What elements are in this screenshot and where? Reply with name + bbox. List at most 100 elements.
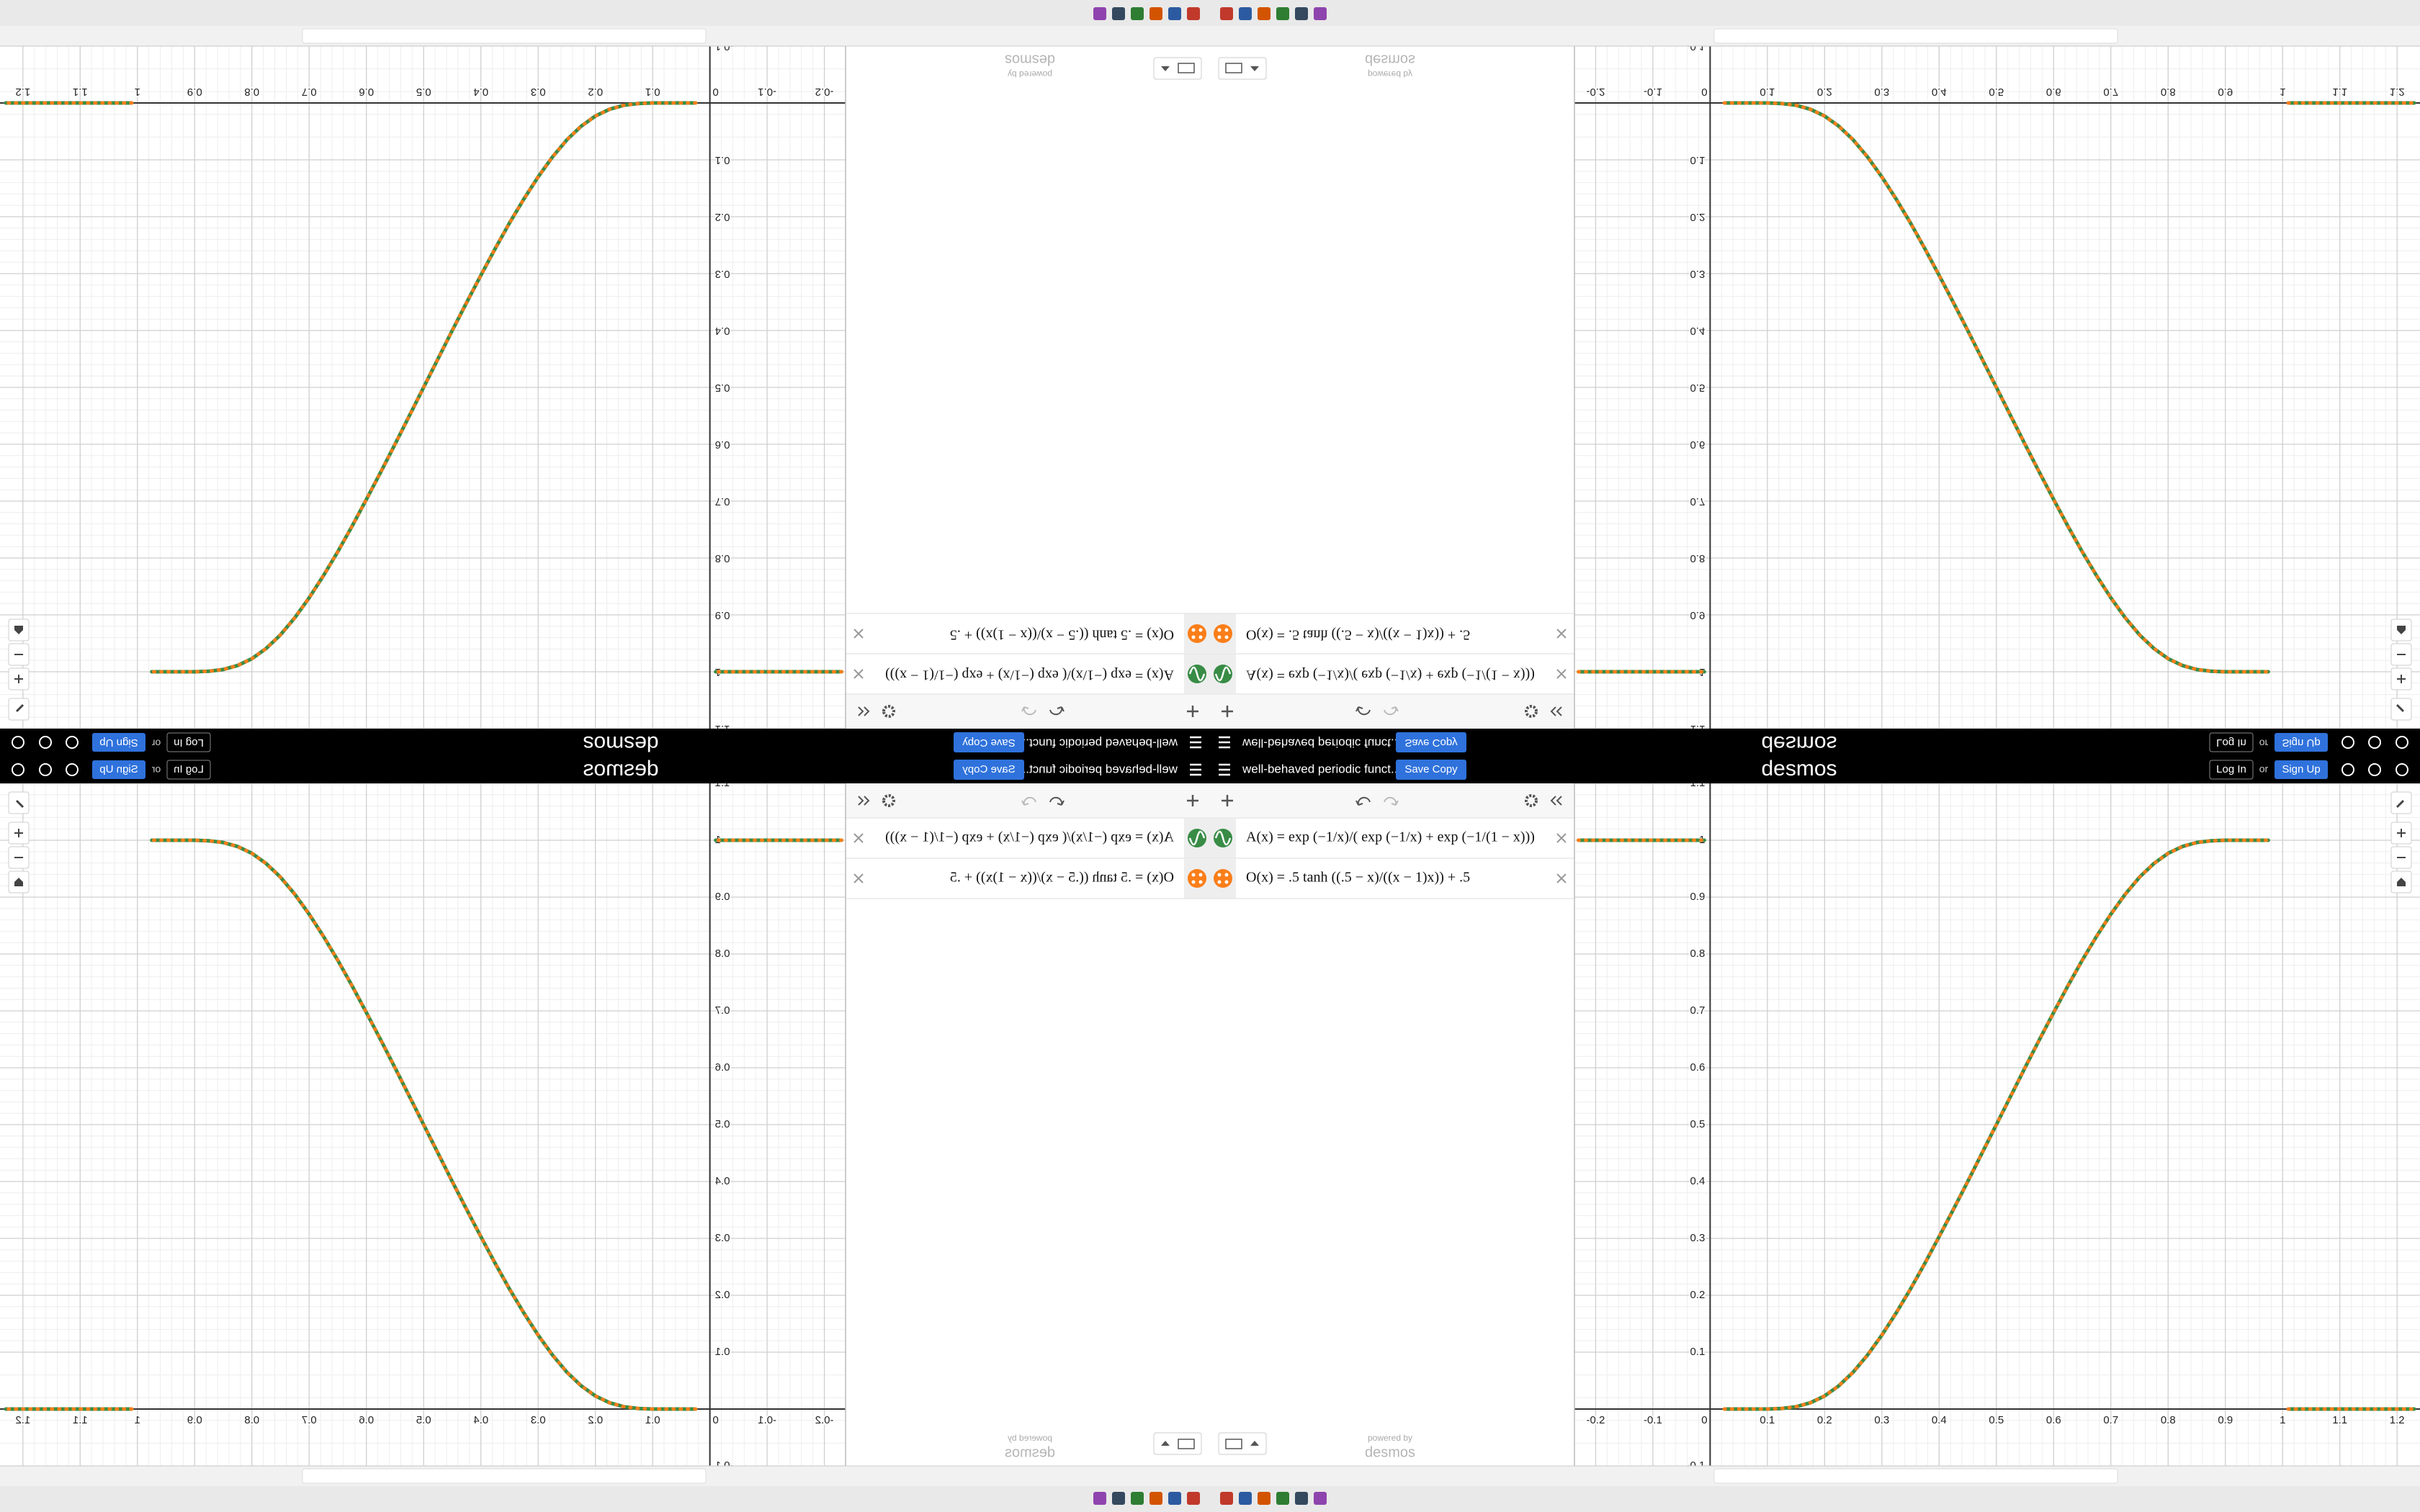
- taskbar-icon[interactable]: [1220, 7, 1233, 20]
- save-button[interactable]: Save Copy: [954, 732, 1024, 752]
- expression-row[interactable]: A(x) = exp (−1/x)/( exp (−1/x) + exp (−1…: [1210, 653, 1574, 694]
- taskbar-icon[interactable]: [1276, 1492, 1289, 1505]
- header-icon[interactable]: [2341, 736, 2354, 749]
- taskbar: [1210, 1486, 2420, 1512]
- graph-tool-button[interactable]: [2390, 667, 2412, 690]
- y-tick-label: 0.8: [1690, 552, 1706, 564]
- save-button[interactable]: Save Copy: [1396, 732, 1466, 752]
- header-icon[interactable]: [2341, 763, 2354, 776]
- header-icon[interactable]: [39, 763, 52, 776]
- taskbar-icon[interactable]: [1150, 1492, 1162, 1505]
- expression-row[interactable]: A(x) = exp (−1/x)/( exp (−1/x) + exp (−1…: [846, 818, 1210, 859]
- add-button[interactable]: [1222, 706, 1233, 717]
- taskbar-icon[interactable]: [1295, 1492, 1308, 1505]
- taskbar-icon[interactable]: [1295, 7, 1308, 20]
- taskbar-icon[interactable]: [1220, 1492, 1233, 1505]
- add-button[interactable]: [1187, 795, 1198, 806]
- taskbar-icon[interactable]: [1112, 7, 1125, 20]
- expression-row[interactable]: O(x) = .5 tanh ((.5 − x)/((x − 1)x)) + .…: [846, 858, 1210, 899]
- signup-button[interactable]: Sign Up: [2275, 760, 2328, 779]
- graph-tool-button[interactable]: [2390, 791, 2412, 814]
- taskbar-icon[interactable]: [1168, 1492, 1181, 1505]
- taskbar-icon[interactable]: [1239, 7, 1252, 20]
- taskbar: [0, 1486, 1210, 1512]
- add-button[interactable]: [1222, 795, 1233, 806]
- taskbar-icon[interactable]: [1258, 7, 1270, 20]
- signup-button[interactable]: Sign Up: [2275, 733, 2328, 752]
- y-tick-label: 0.3: [715, 268, 730, 280]
- taskbar-icon[interactable]: [1131, 7, 1144, 20]
- taskbar-icon[interactable]: [1168, 7, 1181, 20]
- graph-tool-button[interactable]: [8, 643, 30, 666]
- x-tick-label: -0.2: [1586, 86, 1605, 98]
- header-icon[interactable]: [2396, 763, 2408, 776]
- expression-row[interactable]: A(x) = exp (−1/x)/( exp (−1/x) + exp (−1…: [846, 653, 1210, 694]
- graph-tool-button[interactable]: [8, 791, 30, 814]
- taskbar-icon[interactable]: [1093, 7, 1106, 20]
- save-button[interactable]: Save Copy: [1396, 760, 1466, 780]
- graph-tool-button[interactable]: [8, 846, 30, 869]
- keyboard-button[interactable]: [1218, 1432, 1267, 1455]
- taskbar-icon[interactable]: [1112, 1492, 1125, 1505]
- taskbar-icon[interactable]: [1239, 1492, 1252, 1505]
- taskbar-icon[interactable]: [1187, 7, 1200, 20]
- expression-row[interactable]: A(x) = exp (−1/x)/( exp (−1/x) + exp (−1…: [1210, 818, 1574, 859]
- graph-tool-button[interactable]: [2390, 618, 2412, 642]
- login-button[interactable]: Log In: [2209, 760, 2254, 780]
- graph-tool-button[interactable]: [2390, 870, 2412, 894]
- x-tick-label: 0.1: [645, 86, 660, 98]
- taskbar-icon[interactable]: [1131, 1492, 1144, 1505]
- expression-row[interactable]: O(x) = .5 tanh ((.5 − x)/((x − 1)x)) + .…: [1210, 858, 1574, 899]
- icon: [1217, 880, 1222, 884]
- expression-row[interactable]: O(x) = .5 tanh ((.5 − x)/((x − 1)x)) + .…: [846, 613, 1210, 654]
- button-label: Sign Up: [2282, 763, 2320, 775]
- redo-button: [1384, 796, 1399, 806]
- menu-button[interactable]: [1219, 736, 1230, 749]
- taskbar-icon[interactable]: [1314, 7, 1327, 20]
- graph-tool-button[interactable]: [8, 870, 30, 894]
- expression-panel: A(x) = exp (−1/x)/( exp (−1/x) + exp (−1…: [845, 46, 1210, 729]
- graph-tool-button[interactable]: [8, 618, 30, 642]
- header-icon[interactable]: [66, 763, 79, 776]
- header-icon[interactable]: [2368, 763, 2381, 776]
- keyboard-button[interactable]: [1153, 57, 1202, 80]
- expression-text: A(x) = exp (−1/x)/( exp (−1/x) + exp (−1…: [885, 829, 1174, 845]
- taskbar-icon[interactable]: [1258, 1492, 1270, 1505]
- graph-tool-button[interactable]: [8, 667, 30, 690]
- graph-tool-button[interactable]: [2390, 822, 2412, 845]
- keyboard-button[interactable]: [1153, 1432, 1202, 1455]
- graph-tool-button[interactable]: [8, 698, 30, 721]
- save-button[interactable]: Save Copy: [954, 760, 1024, 780]
- header-icon[interactable]: [2368, 736, 2381, 749]
- browser-chrome: [1210, 0, 2420, 47]
- graph-tool-button[interactable]: [2390, 643, 2412, 666]
- taskbar-icon[interactable]: [1276, 7, 1289, 20]
- graph-tool-button[interactable]: [8, 822, 30, 845]
- taskbar-icon[interactable]: [1187, 1492, 1200, 1505]
- taskbar-icon[interactable]: [1150, 7, 1162, 20]
- login-button[interactable]: Log In: [2209, 732, 2254, 752]
- graph-tool-button[interactable]: [2390, 698, 2412, 721]
- graph-tool-button[interactable]: [2390, 846, 2412, 869]
- taskbar-icon[interactable]: [1093, 1492, 1106, 1505]
- x-tick-label: 0.5: [416, 86, 431, 98]
- header-icon[interactable]: [12, 736, 24, 749]
- header-icon[interactable]: [2396, 736, 2408, 749]
- menu-button[interactable]: [1190, 736, 1201, 749]
- expression-text: O(x) = .5 tanh ((.5 − x)/((x − 1)x)) + .…: [950, 870, 1174, 886]
- y-tick-label: 0.5: [1690, 1118, 1706, 1130]
- header-icon[interactable]: [39, 736, 52, 749]
- login-button[interactable]: Log In: [166, 760, 211, 780]
- keyboard-button[interactable]: [1218, 57, 1267, 80]
- graph-title: well-behaved periodic funct...: [1019, 737, 1178, 750]
- add-button[interactable]: [1187, 706, 1198, 717]
- login-button[interactable]: Log In: [166, 732, 211, 752]
- signup-button[interactable]: Sign Up: [92, 760, 145, 779]
- header-icon[interactable]: [12, 763, 24, 776]
- signup-button[interactable]: Sign Up: [92, 733, 145, 752]
- menu-button[interactable]: [1219, 763, 1230, 776]
- taskbar-icon[interactable]: [1314, 1492, 1327, 1505]
- header-icon[interactable]: [66, 736, 79, 749]
- menu-button[interactable]: [1190, 763, 1201, 776]
- expression-row[interactable]: O(x) = .5 tanh ((.5 − x)/((x − 1)x)) + .…: [1210, 613, 1574, 654]
